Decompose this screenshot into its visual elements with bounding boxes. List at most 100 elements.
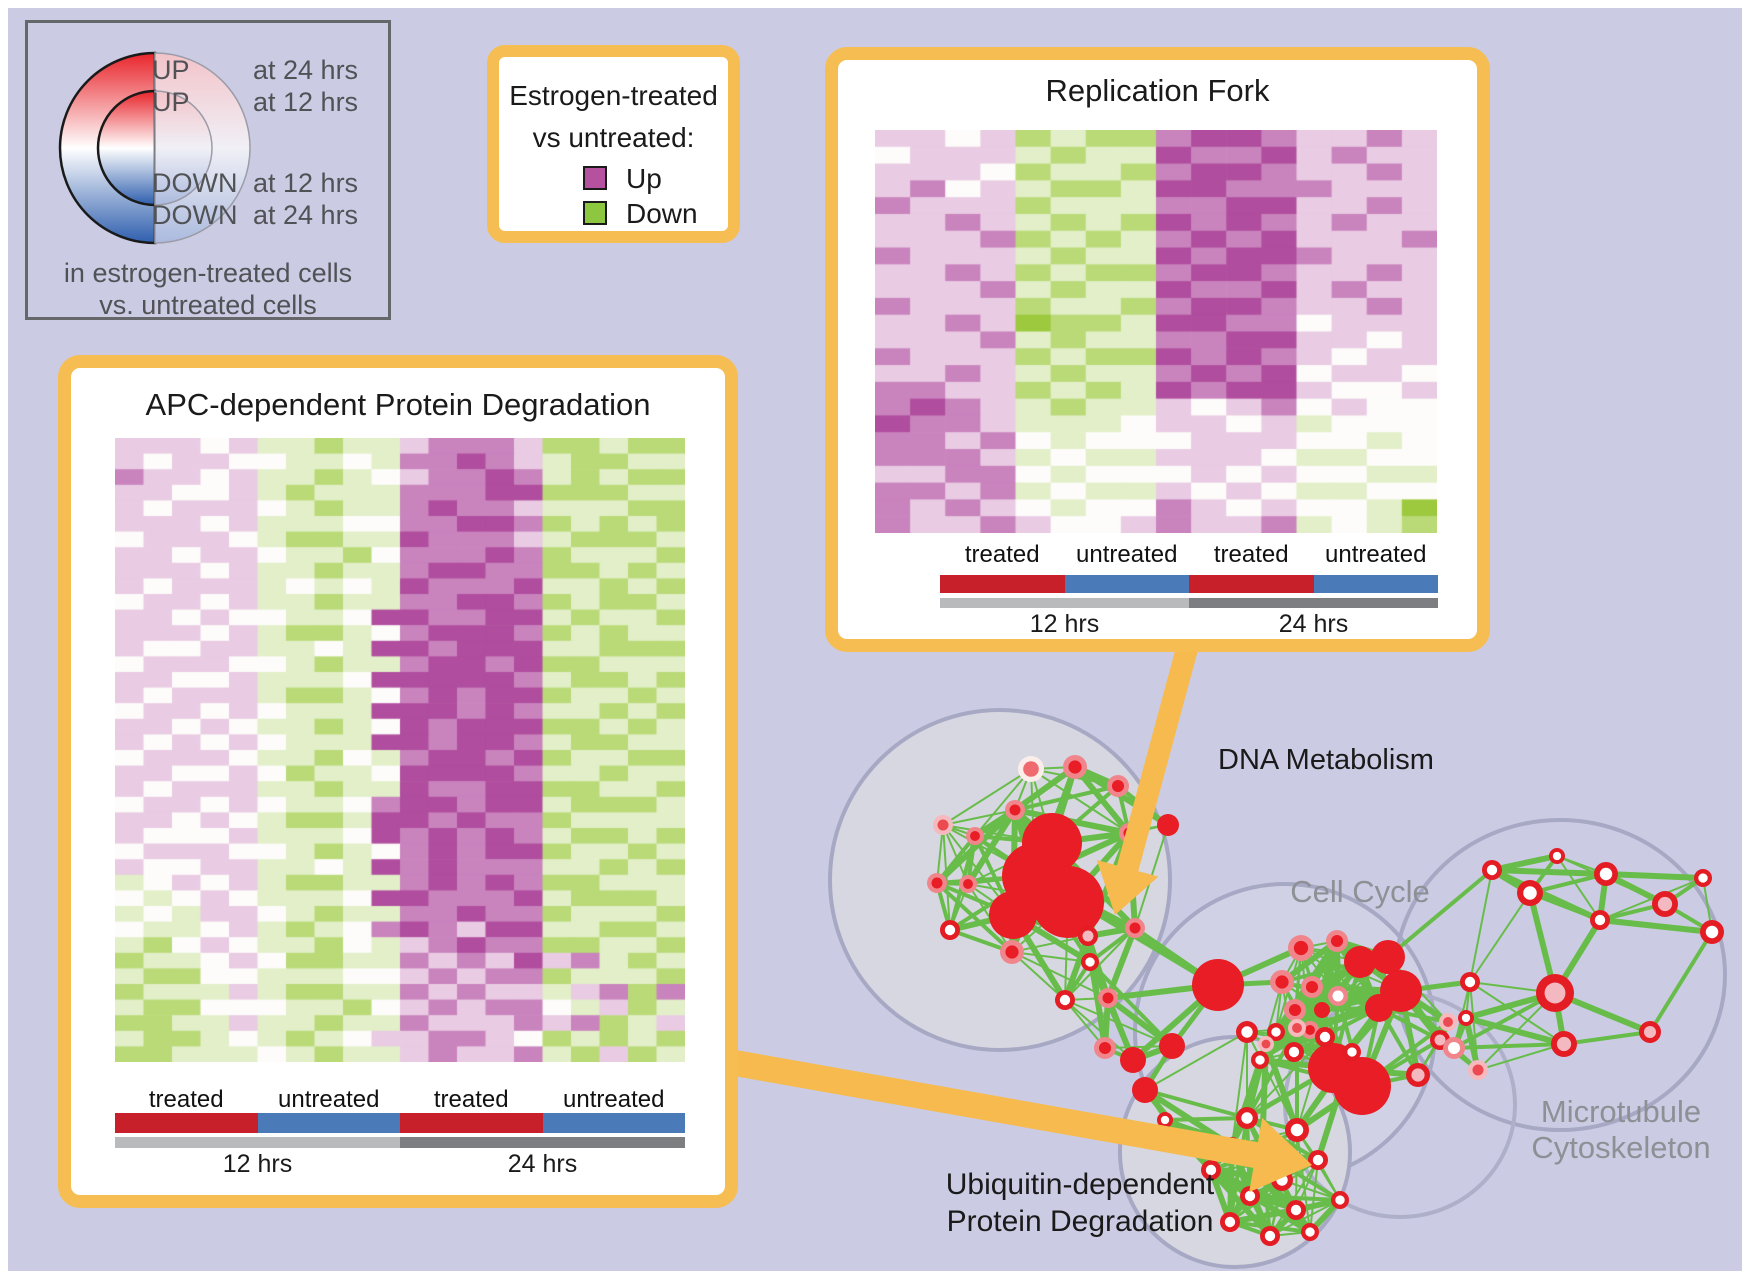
gradient-ring-diagram — [58, 51, 251, 245]
interaction-edge — [1469, 869, 1493, 983]
gene-node — [1192, 959, 1244, 1011]
condition-label: treated — [433, 1086, 509, 1113]
interaction-edge — [1011, 935, 1089, 953]
gene-node-core — [1160, 1115, 1170, 1125]
interaction-edge — [1563, 1030, 1651, 1046]
gene-node-core — [1486, 864, 1498, 876]
interaction-edge — [974, 768, 1032, 837]
repfork-condition-labels: treated untreated treated untreated — [940, 541, 1438, 569]
color-key-title-1: Estrogen-treated — [509, 80, 718, 111]
gene-node-core — [1059, 994, 1071, 1006]
down-label: Down — [626, 198, 698, 229]
gene-node-core — [1290, 1204, 1302, 1216]
gene-node-core — [1434, 1034, 1446, 1046]
condition-bar-treated — [940, 575, 1065, 593]
gradient-legend-caption-2: vs. untreated cells — [99, 290, 317, 320]
ring-label-down-outer: DOWN — [152, 200, 238, 230]
gene-node-core — [1244, 1190, 1256, 1202]
interaction-edge — [1529, 872, 1607, 895]
gene-node-core — [1098, 1041, 1112, 1055]
gene-node-core — [1005, 945, 1019, 959]
gene-node-core — [1224, 1216, 1236, 1228]
ring-time-12-inner: at 12 hrs — [253, 87, 359, 117]
gene-node-core — [1290, 1123, 1304, 1137]
interaction-edge — [1453, 991, 1556, 1050]
interaction-edge — [1453, 1042, 1565, 1050]
gene-node-core — [1443, 1017, 1453, 1027]
repfork-time-bars — [940, 598, 1438, 608]
cluster-label-dna-metabolism: DNA Metabolism — [1218, 744, 1434, 776]
gene-node-core — [1023, 761, 1039, 777]
gene-node — [1344, 946, 1376, 978]
gene-node — [1159, 1033, 1185, 1059]
interaction-edge — [942, 809, 1016, 826]
gene-node-core — [1255, 1055, 1265, 1065]
cluster-label-microtubule-2: Cytoskeleton — [1531, 1130, 1711, 1165]
gene-node — [1365, 994, 1393, 1022]
condition-bar-treated — [1189, 575, 1314, 593]
gene-node-core — [1332, 990, 1344, 1002]
interaction-edge — [942, 768, 1032, 826]
up-label: Up — [626, 163, 662, 194]
callout-arrow-shaft-apc-to-ubiquitin — [732, 1050, 1260, 1169]
condition-label: untreated — [563, 1086, 665, 1113]
condition-label: treated — [148, 1086, 224, 1113]
apc-condition-labels: treated untreated treated untreated — [115, 1086, 685, 1114]
gene-node-core — [1698, 873, 1708, 883]
gene-node-core — [944, 924, 956, 936]
interaction-edge — [1105, 926, 1138, 1000]
interaction-edge — [1030, 768, 1130, 834]
time-bar — [115, 1137, 400, 1148]
gene-node — [1120, 1047, 1146, 1073]
cluster-label-cell-cycle: Cell Cycle — [1290, 874, 1430, 909]
gene-node-core — [1319, 1031, 1331, 1043]
interaction-edge-bridge — [1648, 930, 1714, 1034]
condition-label: treated — [1213, 541, 1289, 568]
callout-arrow-shaft-repfork-to-dna — [1116, 642, 1199, 874]
gene-node-core — [1305, 1227, 1315, 1237]
gene-node — [1157, 814, 1179, 836]
gene-node — [1132, 1077, 1158, 1103]
apc-12hrs-label: 12 hrs — [222, 1150, 293, 1178]
gene-node-core — [1472, 1064, 1484, 1076]
color-key-box — [487, 45, 740, 243]
interaction-edge — [934, 807, 1018, 886]
gene-node-core — [1464, 976, 1476, 988]
interaction-edge — [1263, 1042, 1300, 1132]
apc-title: APC-dependent Protein Degradation — [145, 387, 651, 422]
gene-node-core — [1241, 1112, 1253, 1124]
ring-time-24-outer: at 24 hrs — [253, 55, 359, 85]
cluster-label-ubiquitin-2: Protein Degradation — [946, 1205, 1214, 1238]
interaction-edge — [1064, 927, 1136, 1001]
gene-node-core — [1241, 1026, 1253, 1038]
ring-label-up-inner: UP — [152, 87, 190, 117]
interaction-edge — [1249, 1194, 1341, 1202]
condition-label: untreated — [1076, 541, 1178, 568]
gene-node-core — [1335, 1195, 1345, 1205]
apc-heatmap — [115, 438, 685, 1062]
gene-node-core — [1009, 804, 1021, 816]
replication-fork-heatmap — [875, 130, 1437, 533]
gradient-legend-box — [25, 20, 391, 320]
condition-bar-treated — [115, 1113, 258, 1133]
interaction-edge — [1064, 999, 1134, 1061]
interaction-edge — [935, 881, 1014, 954]
inner-ring-left-half — [96, 89, 157, 207]
interaction-edge — [1014, 784, 1119, 812]
interaction-edge — [935, 834, 977, 885]
gene-node-core — [1102, 992, 1114, 1004]
gene-node-core — [1556, 1036, 1572, 1052]
gene-node-core — [1312, 1154, 1324, 1166]
ring-time-12-outer: at 12 hrs — [253, 168, 359, 198]
gene-node-core — [963, 879, 973, 889]
interaction-edge — [1556, 855, 1601, 921]
condition-bar-untreated — [542, 1113, 685, 1133]
repfork-12hrs-label: 12 hrs — [1029, 610, 1100, 638]
interaction-edge — [1605, 871, 1704, 881]
gene-node — [1371, 940, 1405, 974]
callout-arrow-head-repfork-to-dna — [1096, 859, 1159, 915]
down-color-swatch — [583, 201, 607, 225]
repfork-condition-bars — [940, 575, 1438, 593]
